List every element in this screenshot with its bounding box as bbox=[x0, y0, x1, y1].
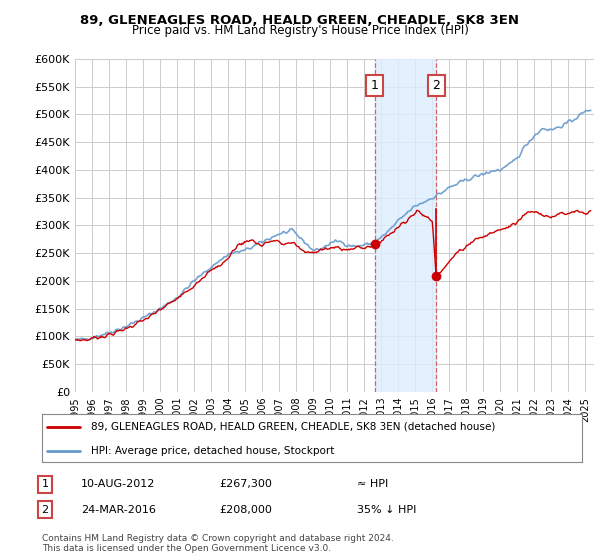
Text: £267,300: £267,300 bbox=[219, 479, 272, 489]
Text: 2: 2 bbox=[433, 79, 440, 92]
Text: 89, GLENEAGLES ROAD, HEALD GREEN, CHEADLE, SK8 3EN: 89, GLENEAGLES ROAD, HEALD GREEN, CHEADL… bbox=[80, 14, 520, 27]
Text: £208,000: £208,000 bbox=[219, 505, 272, 515]
Text: ≈ HPI: ≈ HPI bbox=[357, 479, 388, 489]
Text: 1: 1 bbox=[371, 79, 379, 92]
Text: 10-AUG-2012: 10-AUG-2012 bbox=[81, 479, 155, 489]
Text: 1: 1 bbox=[41, 479, 49, 489]
Text: 24-MAR-2016: 24-MAR-2016 bbox=[81, 505, 156, 515]
Text: 2: 2 bbox=[41, 505, 49, 515]
Text: This data is licensed under the Open Government Licence v3.0.: This data is licensed under the Open Gov… bbox=[42, 544, 331, 553]
Text: Price paid vs. HM Land Registry's House Price Index (HPI): Price paid vs. HM Land Registry's House … bbox=[131, 24, 469, 36]
Text: 89, GLENEAGLES ROAD, HEALD GREEN, CHEADLE, SK8 3EN (detached house): 89, GLENEAGLES ROAD, HEALD GREEN, CHEADL… bbox=[91, 422, 495, 432]
Text: HPI: Average price, detached house, Stockport: HPI: Average price, detached house, Stoc… bbox=[91, 446, 334, 456]
Text: Contains HM Land Registry data © Crown copyright and database right 2024.: Contains HM Land Registry data © Crown c… bbox=[42, 534, 394, 543]
Text: 35% ↓ HPI: 35% ↓ HPI bbox=[357, 505, 416, 515]
Bar bbox=[374, 59, 436, 392]
